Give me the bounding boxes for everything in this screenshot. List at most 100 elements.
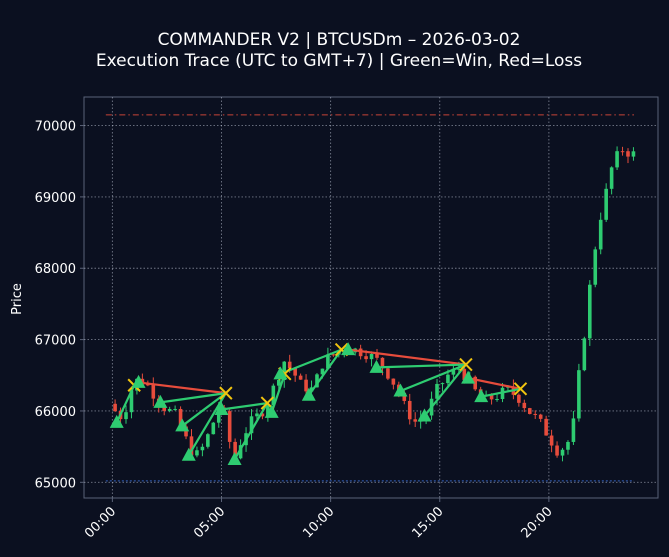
y-tick-label: 67000 — [35, 334, 76, 349]
candle-body — [517, 394, 521, 403]
candle-body — [451, 368, 456, 375]
entry-triangle-marker — [393, 383, 408, 397]
candle-body — [489, 394, 494, 400]
candle-body — [527, 408, 532, 414]
y-tick-label: 69000 — [35, 191, 76, 206]
candle-body — [435, 383, 439, 399]
trade-lines — [115, 348, 522, 461]
candle-body — [249, 416, 254, 434]
candle-body — [457, 368, 461, 370]
candle-body — [386, 368, 390, 379]
candle-body — [615, 151, 619, 168]
candle-body — [326, 354, 330, 369]
entry-triangle-marker — [181, 447, 196, 461]
candle-body — [495, 399, 499, 401]
candle-body — [189, 436, 194, 456]
losing-trade-line — [137, 381, 227, 395]
candles — [113, 146, 636, 462]
candle-body — [566, 441, 570, 450]
entry-triangle-marker — [153, 394, 168, 408]
candle-body — [620, 151, 625, 153]
candle-body — [375, 353, 379, 358]
candle-body — [609, 167, 614, 189]
y-axis-label: Price — [10, 283, 25, 315]
candle-body — [473, 376, 478, 390]
y-tick-label: 70000 — [35, 120, 76, 135]
candle-body — [113, 403, 117, 412]
candle-body — [146, 384, 150, 386]
candle-body — [571, 418, 576, 442]
chart-subtitle: Execution Trace (UTC to GMT+7) | Green=W… — [96, 51, 582, 71]
candle-body — [238, 445, 243, 459]
candle-body — [167, 408, 172, 411]
candle-body — [631, 151, 636, 157]
candle-body — [255, 413, 259, 417]
winning-trade-line — [480, 387, 522, 398]
winning-trade-line — [233, 402, 269, 461]
winning-trade-line — [423, 363, 468, 418]
candle-body — [282, 361, 287, 381]
candle-body — [200, 446, 205, 451]
candle-body — [402, 392, 407, 401]
candle-body — [293, 368, 297, 376]
winning-trade-line — [375, 363, 468, 369]
winning-trade-line — [270, 372, 286, 414]
exit-x-marker — [219, 386, 233, 400]
candle-body — [320, 368, 325, 375]
candle-body — [413, 419, 417, 422]
candle-body — [555, 445, 559, 456]
candle-body — [266, 405, 270, 417]
reference-lines — [105, 114, 634, 482]
candle-body — [549, 435, 554, 446]
candle-body — [560, 449, 565, 456]
candle-body — [309, 387, 314, 392]
candle-body — [211, 422, 216, 435]
y-tick-label: 66000 — [35, 405, 76, 420]
candle-body — [358, 348, 363, 357]
entry-triangle-marker — [273, 366, 288, 380]
entry-triangle-marker — [109, 414, 124, 428]
candle-body — [538, 414, 543, 419]
grid-layer — [84, 97, 658, 498]
winning-trade-line — [307, 348, 343, 397]
candle-body — [233, 441, 237, 459]
candle-body — [331, 354, 336, 356]
candle-body — [129, 390, 134, 413]
losing-trade-line — [346, 348, 468, 366]
candle-body — [151, 384, 156, 399]
candle-body — [598, 219, 603, 250]
entry-triangle-marker — [175, 418, 190, 432]
candle-body — [380, 357, 385, 369]
candle-body — [260, 413, 265, 417]
entry-triangle-marker — [461, 370, 476, 384]
entry-triangle-marker — [264, 404, 279, 418]
candle-body — [533, 413, 538, 415]
y-tick-label: 68000 — [35, 262, 76, 277]
trade-markers — [109, 342, 528, 465]
candle-body — [446, 374, 450, 384]
candle-body — [276, 380, 281, 386]
losing-trade-line — [467, 377, 522, 390]
candle-body — [522, 402, 527, 409]
entry-triangle-marker — [301, 387, 316, 401]
candle-body — [369, 353, 374, 360]
entry-triangle-marker — [341, 342, 356, 356]
winning-trade-line — [220, 402, 269, 411]
candle-body — [593, 249, 598, 285]
candle-body — [287, 361, 292, 369]
candle-body — [440, 383, 445, 385]
candle-body — [626, 151, 630, 157]
winning-trade-line — [279, 348, 343, 375]
candle-body — [604, 188, 608, 220]
candle-body — [462, 368, 467, 380]
winning-trade-line — [187, 392, 227, 457]
candle-body — [173, 408, 177, 410]
candle-body — [178, 408, 183, 427]
entry-triangle-marker — [131, 374, 146, 388]
candle-body — [315, 374, 319, 388]
y-tick-label: 65000 — [35, 476, 76, 491]
winning-trade-line — [159, 392, 227, 404]
candle-body — [216, 407, 221, 423]
entry-triangle-marker — [474, 389, 489, 403]
